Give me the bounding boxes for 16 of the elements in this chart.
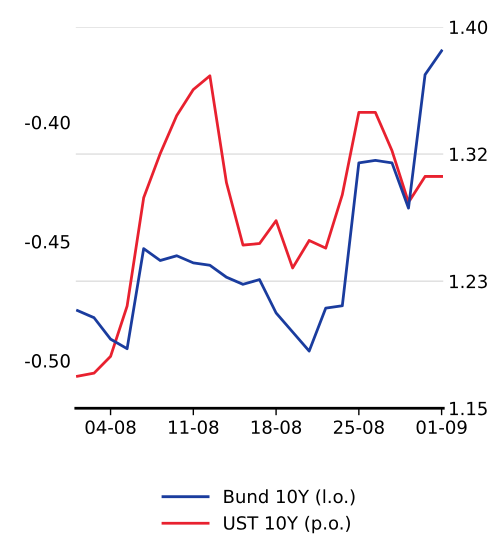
y-tick-label: -0.50 bbox=[25, 354, 70, 368]
y2-tick-label: 1.32 bbox=[450, 147, 487, 162]
y-tick-label: -0.45 bbox=[25, 234, 70, 249]
x-tick-label: 25-08 bbox=[334, 420, 384, 434]
legend-label: UST 10Y (p.o.) bbox=[224, 516, 350, 534]
x-tick-label: 04-08 bbox=[86, 420, 136, 434]
y2-tick-label: 1.23 bbox=[450, 274, 487, 288]
y2-tick-label: 1.15 bbox=[450, 402, 487, 416]
line-series bbox=[76, 49, 443, 352]
x-tick-label: 18-08 bbox=[252, 420, 302, 434]
x-tick-label: 01-09 bbox=[416, 420, 467, 434]
y-tick-label: -0.40 bbox=[25, 116, 70, 130]
legend-label: Bund 10Y (l.o.) bbox=[224, 489, 355, 506]
x-tick-label: 11-08 bbox=[169, 420, 218, 434]
y2-tick-label: 1.40 bbox=[450, 20, 488, 34]
line-series bbox=[76, 74, 443, 378]
